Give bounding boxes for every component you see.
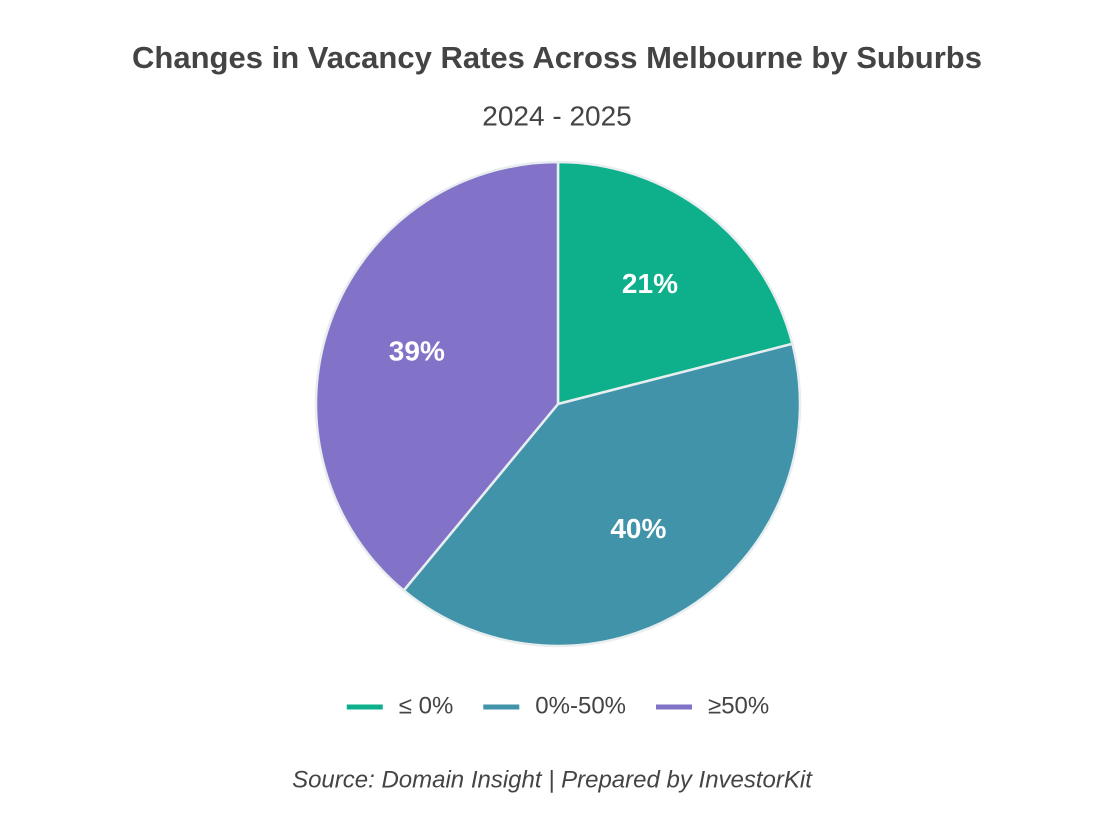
data-label: 39% [389, 336, 445, 367]
chart-subtitle: 2024 - 2025 [482, 100, 631, 131]
pie-slice [401, 342, 802, 648]
source-note: Source: Domain Insight | Prepared by Inv… [292, 766, 813, 793]
legend-label: 0%-50% [535, 692, 626, 719]
legend-label: ≥50% [708, 692, 769, 719]
legend: ≤ 0% 0%-50% ≥50% [346, 692, 769, 719]
data-label: 40% [610, 513, 666, 544]
legend-label: ≤ 0% [399, 692, 454, 719]
pie-slice [314, 160, 560, 593]
pie-slice [556, 160, 794, 406]
data-label: 21% [622, 268, 678, 299]
chart-title: Changes in Vacancy Rates Across Melbourn… [132, 40, 982, 75]
